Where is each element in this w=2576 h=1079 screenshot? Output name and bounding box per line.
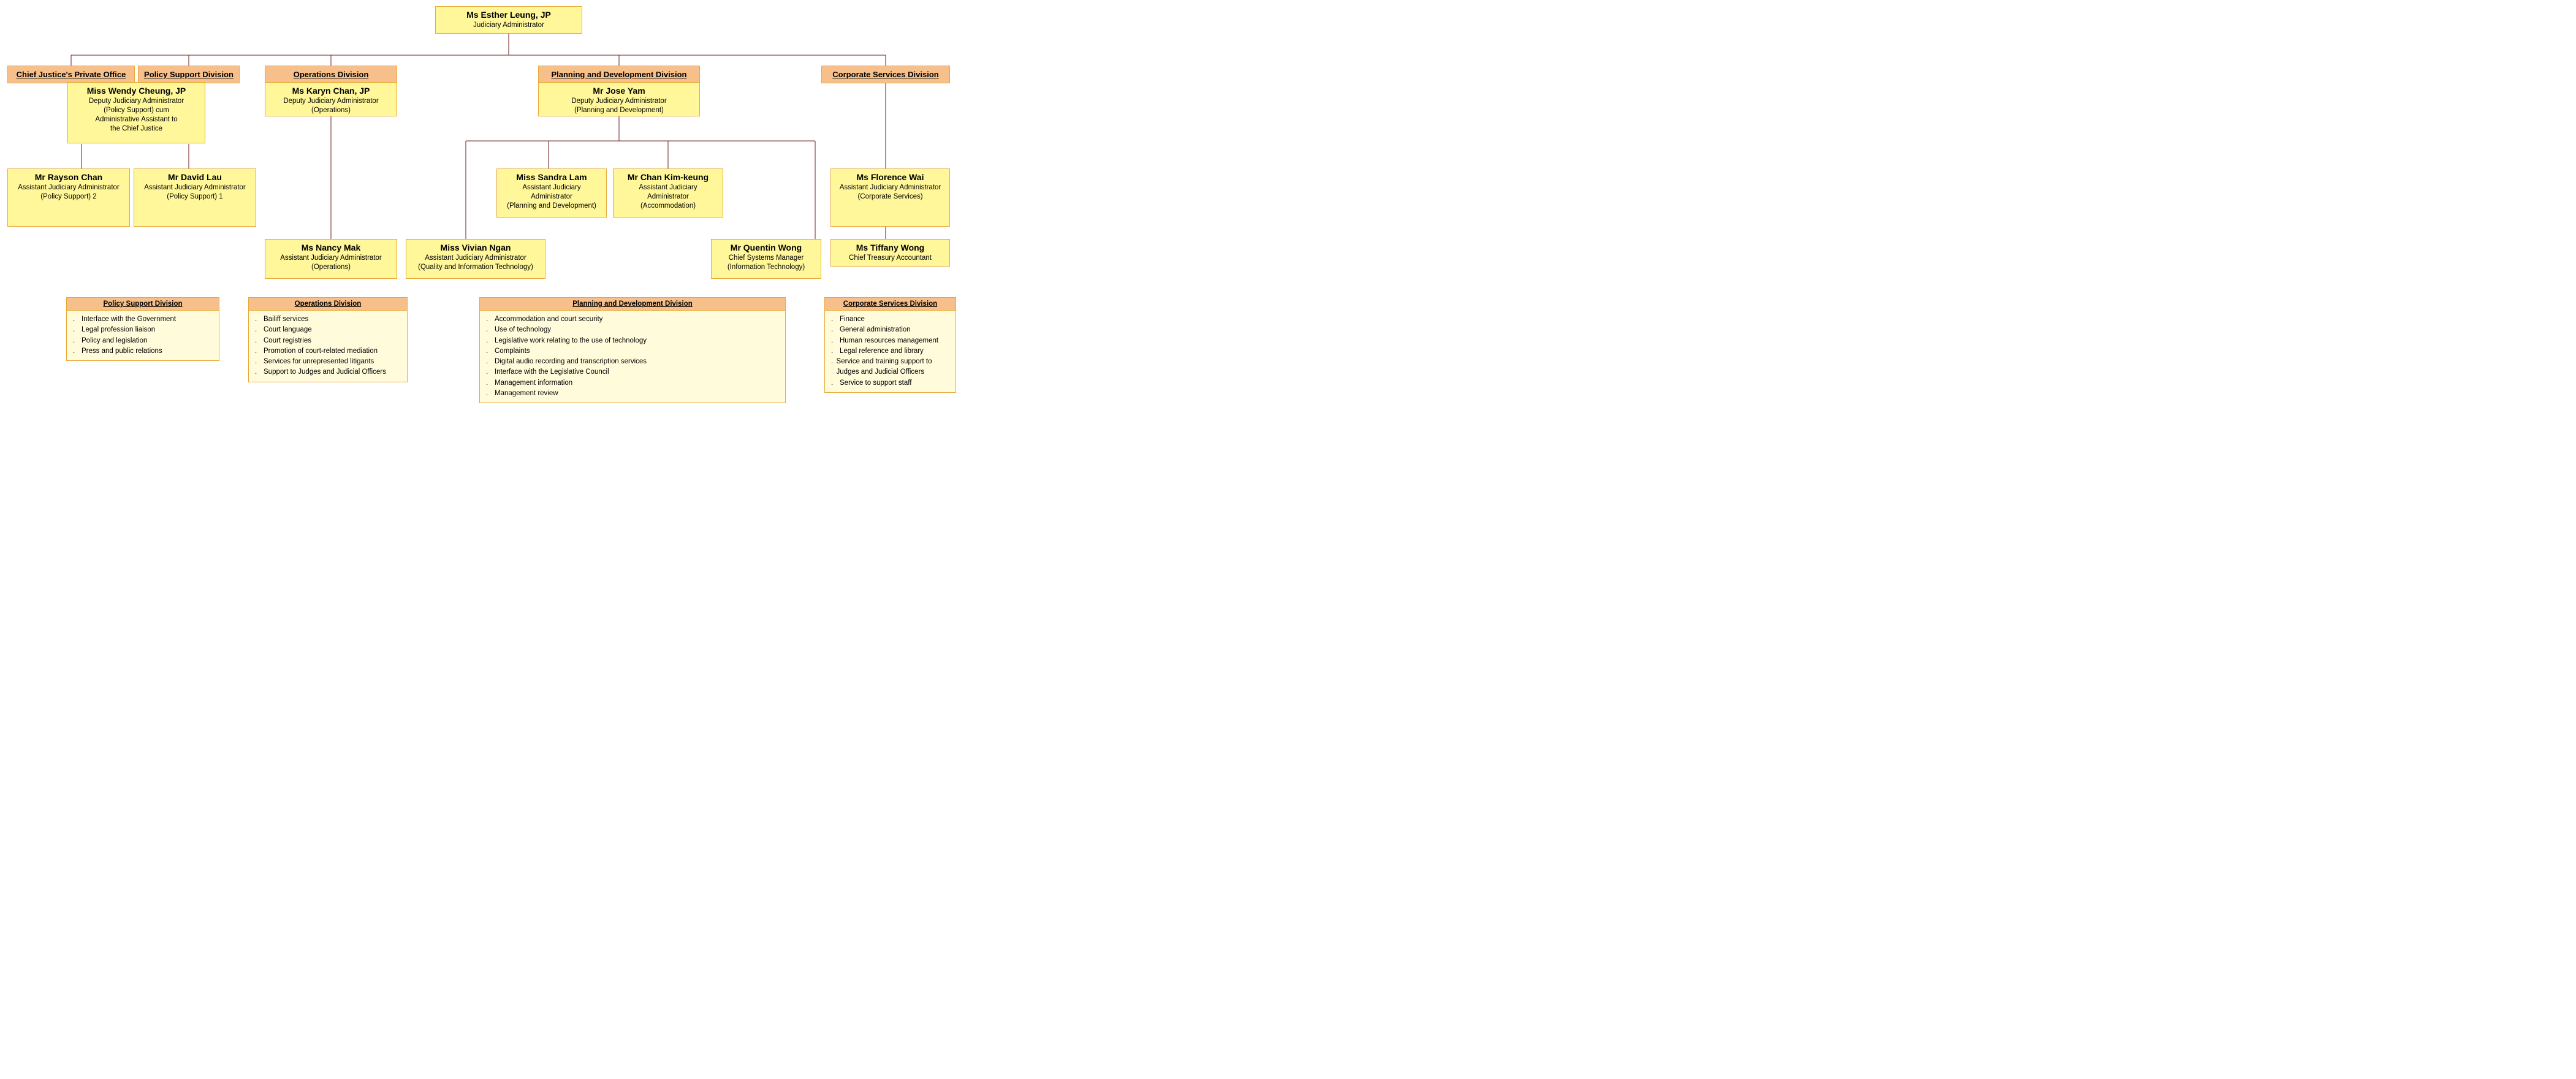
desc-ops-body: .Bailiff services.Court language.Court r… bbox=[249, 311, 407, 382]
assistant-sandra: Miss Sandra Lam Assistant Judiciary Admi… bbox=[496, 168, 607, 218]
desc-ps: Policy Support Division .Interface with … bbox=[66, 297, 219, 361]
desc-item: .General administration bbox=[831, 325, 949, 335]
deputy-ps: Miss Wendy Cheung, JP Deputy Judiciary A… bbox=[67, 82, 205, 143]
deputy-ops-role: Deputy Judiciary Administrator(Operation… bbox=[270, 97, 392, 115]
desc-item: .Accommodation and court security bbox=[486, 314, 779, 325]
header-pd: Planning and Development Division bbox=[538, 66, 700, 83]
desc-item: .Management information bbox=[486, 378, 779, 388]
desc-item: .Interface with the Government bbox=[73, 314, 213, 325]
desc-pd: Planning and Development Division .Accom… bbox=[479, 297, 786, 403]
desc-item: .Management review bbox=[486, 388, 779, 399]
desc-item: .Court registries bbox=[255, 336, 401, 346]
top-name: Ms Esther Leung, JP bbox=[441, 10, 577, 20]
desc-item: .Support to Judges and Judicial Officers bbox=[255, 367, 401, 377]
header-cs: Corporate Services Division bbox=[821, 66, 950, 83]
deputy-ops-name: Ms Karyn Chan, JP bbox=[270, 86, 392, 96]
assistant-quentin: Mr Quentin Wong Chief Systems Manager(In… bbox=[711, 239, 821, 279]
deputy-pd: Mr Jose Yam Deputy Judiciary Administrat… bbox=[538, 82, 700, 116]
assistant-florence: Ms Florence Wai Assistant Judiciary Admi… bbox=[830, 168, 950, 227]
deputy-ps-role: Deputy Judiciary Administrator(Policy Su… bbox=[73, 97, 200, 134]
desc-item: .Press and public relations bbox=[73, 346, 213, 357]
assistant-nancy: Ms Nancy Mak Assistant Judiciary Adminis… bbox=[265, 239, 397, 279]
desc-ops: Operations Division .Bailiff services.Co… bbox=[248, 297, 408, 382]
desc-item: .Digital audio recording and transcripti… bbox=[486, 357, 779, 367]
deputy-ps-name: Miss Wendy Cheung, JP bbox=[73, 86, 200, 96]
assistant-tiffany: Ms Tiffany Wong Chief Treasury Accountan… bbox=[830, 239, 950, 267]
assistant-chan: Mr Chan Kim-keung Assistant Judiciary Ad… bbox=[613, 168, 723, 218]
desc-item: .Policy and legislation bbox=[73, 336, 213, 346]
desc-pd-body: .Accommodation and court security.Use of… bbox=[480, 311, 785, 403]
desc-item: .Court language bbox=[255, 325, 401, 335]
desc-item: .Legislative work relating to the use of… bbox=[486, 336, 779, 346]
top-role: Judiciary Administrator bbox=[441, 21, 577, 30]
desc-item: .Service to support staff bbox=[831, 378, 949, 388]
desc-item: .Use of technology bbox=[486, 325, 779, 335]
assistant-david: Mr David Lau Assistant Judiciary Adminis… bbox=[134, 168, 256, 227]
header-cj: Chief Justice's Private Office bbox=[7, 66, 135, 83]
desc-item: .Service and training support to Judges … bbox=[831, 357, 949, 378]
desc-item: .Legal reference and library bbox=[831, 346, 949, 357]
desc-cs-body: .Finance.General administration.Human re… bbox=[825, 311, 956, 392]
desc-cs: Corporate Services Division .Finance.Gen… bbox=[824, 297, 956, 393]
assistant-rayson: Mr Rayson Chan Assistant Judiciary Admin… bbox=[7, 168, 130, 227]
desc-item: .Complaints bbox=[486, 346, 779, 357]
desc-item: .Legal profession liaison bbox=[73, 325, 213, 335]
top-administrator: Ms Esther Leung, JP Judiciary Administra… bbox=[435, 6, 582, 34]
deputy-pd-name: Mr Jose Yam bbox=[544, 86, 694, 96]
desc-item: .Bailiff services bbox=[255, 314, 401, 325]
header-ops: Operations Division bbox=[265, 66, 397, 83]
assistant-vivian: Miss Vivian Ngan Assistant Judiciary Adm… bbox=[406, 239, 545, 279]
desc-item: .Human resources management bbox=[831, 336, 949, 346]
desc-item: .Interface with the Legislative Council bbox=[486, 367, 779, 377]
desc-item: .Finance bbox=[831, 314, 949, 325]
desc-ps-body: .Interface with the Government.Legal pro… bbox=[67, 311, 219, 360]
desc-item: .Promotion of court-related mediation bbox=[255, 346, 401, 357]
deputy-ops: Ms Karyn Chan, JP Deputy Judiciary Admin… bbox=[265, 82, 397, 116]
deputy-pd-role: Deputy Judiciary Administrator(Planning … bbox=[544, 97, 694, 115]
header-ps: Policy Support Division bbox=[138, 66, 240, 83]
desc-item: .Services for unrepresented litigants bbox=[255, 357, 401, 367]
